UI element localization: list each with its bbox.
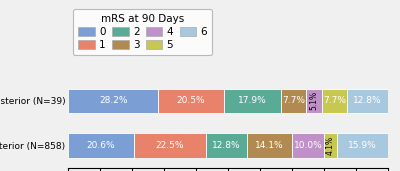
Text: 4.1%: 4.1% [326, 136, 335, 155]
Text: 10.0%: 10.0% [294, 141, 322, 150]
Bar [324, 133, 337, 158]
Bar [322, 89, 347, 113]
Text: 5.1%: 5.1% [310, 91, 318, 110]
Text: 22.5%: 22.5% [156, 141, 184, 150]
Text: 20.6%: 20.6% [87, 141, 115, 150]
Bar [134, 133, 206, 158]
Legend: 0, 1, 2, 3, 4, 5, 6: 0, 1, 2, 3, 4, 5, 6 [73, 9, 212, 55]
Bar [206, 133, 247, 158]
Bar [337, 133, 388, 158]
Bar [68, 89, 158, 113]
Bar [68, 133, 134, 158]
Bar [281, 89, 306, 113]
Text: 7.7%: 7.7% [323, 96, 346, 105]
Bar [347, 89, 388, 113]
Bar [292, 133, 324, 158]
Text: 17.9%: 17.9% [238, 96, 267, 105]
Text: 14.1%: 14.1% [255, 141, 284, 150]
Bar [224, 89, 281, 113]
Bar [158, 89, 224, 113]
Text: 7.7%: 7.7% [282, 96, 305, 105]
Text: 12.8%: 12.8% [353, 96, 382, 105]
Text: 20.5%: 20.5% [177, 96, 205, 105]
Text: 15.9%: 15.9% [348, 141, 377, 150]
Bar [306, 89, 322, 113]
Text: 12.8%: 12.8% [212, 141, 241, 150]
Bar [247, 133, 292, 158]
Text: 28.2%: 28.2% [99, 96, 127, 105]
